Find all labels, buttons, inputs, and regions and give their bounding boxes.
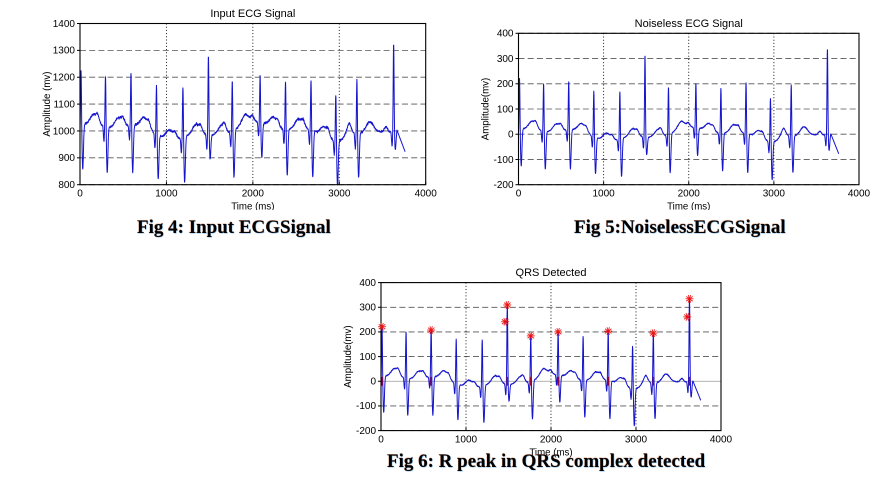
- svg-text:1000: 1000: [53, 126, 76, 137]
- svg-text:-200: -200: [493, 180, 513, 191]
- svg-text:400: 400: [359, 278, 376, 289]
- svg-text:100: 100: [497, 104, 514, 115]
- svg-text:400: 400: [497, 29, 514, 40]
- svg-text:1100: 1100: [53, 99, 75, 110]
- svg-text:-200: -200: [356, 426, 376, 437]
- svg-text:1000: 1000: [155, 189, 178, 200]
- svg-text:0: 0: [77, 189, 83, 200]
- svg-text:3000: 3000: [328, 189, 351, 200]
- svg-text:1400: 1400: [53, 19, 76, 30]
- svg-text:0: 0: [516, 189, 522, 200]
- svg-text:1000: 1000: [455, 435, 478, 446]
- svg-text:Noiseless ECG Signal: Noiseless ECG Signal: [635, 18, 743, 30]
- svg-text:QRS Detected: QRS Detected: [516, 267, 587, 279]
- svg-text:0: 0: [508, 130, 514, 141]
- svg-text:900: 900: [58, 153, 75, 164]
- svg-text:Amplitude(mv): Amplitude(mv): [343, 325, 354, 387]
- svg-text:1000: 1000: [592, 189, 615, 200]
- svg-text:Input ECG Signal: Input ECG Signal: [210, 8, 295, 20]
- svg-text:300: 300: [497, 54, 514, 65]
- svg-text:100: 100: [359, 352, 376, 363]
- svg-text:4000: 4000: [848, 189, 871, 200]
- svg-text:2000: 2000: [242, 189, 265, 200]
- svg-text:0: 0: [378, 435, 384, 446]
- svg-text:4000: 4000: [415, 189, 438, 200]
- svg-text:2000: 2000: [540, 435, 563, 446]
- svg-text:-100: -100: [356, 401, 376, 412]
- svg-text:3000: 3000: [625, 435, 648, 446]
- svg-text:0: 0: [370, 377, 376, 388]
- svg-text:200: 200: [497, 79, 514, 90]
- svg-text:1200: 1200: [53, 73, 76, 84]
- svg-text:Amplitude (mv): Amplitude (mv): [42, 72, 53, 137]
- svg-text:-100: -100: [493, 155, 513, 166]
- svg-text:300: 300: [359, 303, 376, 314]
- svg-text:3000: 3000: [763, 189, 786, 200]
- svg-text:1300: 1300: [53, 46, 76, 57]
- svg-text:Time (ms): Time (ms): [231, 202, 274, 210]
- svg-text:800: 800: [58, 180, 75, 191]
- svg-text:2000: 2000: [678, 189, 701, 200]
- svg-text:Amplitude(mv): Amplitude(mv): [481, 78, 492, 140]
- svg-text:Time (ms): Time (ms): [667, 202, 710, 210]
- svg-text:200: 200: [359, 327, 376, 338]
- svg-text:4000: 4000: [710, 435, 733, 446]
